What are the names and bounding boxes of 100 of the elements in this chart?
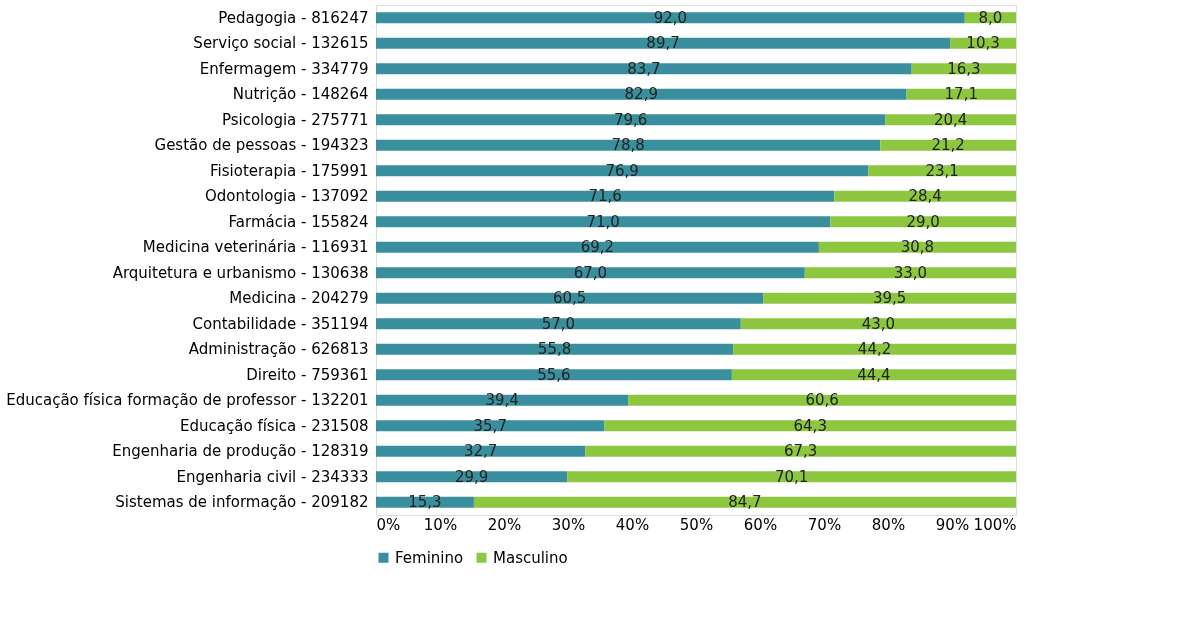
y-tick-label: Engenharia de produção - 128319 (112, 442, 369, 461)
y-tick-label: Engenharia civil - 234333 (176, 467, 369, 486)
data-label: 64,3 (793, 416, 827, 435)
data-label: 55,8 (537, 340, 572, 359)
bar (376, 12, 965, 24)
bar (567, 471, 1016, 483)
data-label: 15,3 (408, 493, 442, 512)
x-tick-label: 60% (743, 515, 778, 534)
data-label: 29,0 (906, 212, 940, 231)
data-label: 78,8 (611, 136, 645, 155)
bar (376, 318, 741, 330)
y-tick-label: Medicina - 204279 (229, 289, 369, 308)
data-label: 30,8 (900, 238, 935, 257)
data-label: 89,7 (646, 34, 680, 53)
bar (376, 471, 568, 483)
x-tick-label: 30% (551, 515, 586, 534)
data-label: 32,7 (463, 442, 498, 461)
data-label: 35,7 (473, 416, 507, 435)
x-tick-label: 100% (973, 515, 1017, 534)
y-tick-label: Fisioterapia - 175991 (210, 161, 369, 180)
x-tick-label: 40% (615, 515, 650, 534)
data-label: 60,6 (805, 391, 839, 410)
data-label: 44,2 (857, 340, 892, 359)
bar (376, 88, 907, 100)
y-tick-label: Arquitetura e urbanismo - 130638 (112, 263, 369, 282)
y-tick-label: Medicina veterinária - 116931 (142, 238, 369, 257)
bar (818, 241, 1016, 253)
bar (868, 165, 1016, 177)
data-label: 67,3 (783, 442, 818, 461)
data-label: 10,3 (966, 34, 1000, 53)
data-label: 28,4 (908, 187, 942, 206)
data-label: 71,6 (588, 187, 622, 206)
bar (376, 369, 732, 381)
data-label: 33,0 (893, 263, 928, 282)
bar (804, 267, 1016, 279)
data-label: 76,9 (605, 161, 639, 180)
bar (376, 241, 819, 253)
bar (585, 445, 1016, 457)
y-tick-label: Serviço social - 132615 (193, 34, 369, 53)
data-label: 39,4 (485, 391, 519, 410)
data-label: 17,1 (944, 85, 978, 104)
bar (376, 420, 605, 432)
bar (376, 267, 805, 279)
y-tick-label: Gestão de pessoas - 194323 (154, 136, 369, 155)
data-label: 92,0 (653, 8, 688, 27)
y-tick-label: Educação física - 231508 (180, 416, 369, 435)
bar (763, 292, 1016, 304)
bar (376, 63, 912, 75)
y-tick-label: Psicologia - 275771 (221, 110, 369, 129)
data-label: 29,9 (454, 467, 489, 486)
x-tick-label: 20% (487, 515, 522, 534)
data-label: 67,0 (573, 263, 608, 282)
bar (376, 37, 951, 49)
x-tick-label: 70% (807, 515, 842, 534)
data-label: 69,2 (580, 238, 615, 257)
y-tick-label: Direito - 759361 (246, 365, 369, 384)
y-tick-label: Administração - 626813 (188, 340, 369, 359)
bar (906, 88, 1016, 100)
data-label: 55,6 (537, 365, 571, 384)
y-tick-label: Educação física formação de professor - 132201 (6, 391, 369, 410)
bar (376, 139, 881, 151)
bar (376, 190, 835, 202)
bar (880, 139, 1016, 151)
data-label: 43,0 (861, 314, 896, 333)
bar (376, 114, 886, 126)
bar (376, 445, 586, 457)
legend-label: Feminino (395, 548, 464, 567)
data-label: 16,3 (947, 59, 981, 78)
legend-label: Masculino (493, 548, 568, 567)
data-label: 8,0 (978, 8, 1003, 27)
x-tick-label: 80% (871, 515, 906, 534)
y-tick-label: Contabilidade - 351194 (192, 314, 369, 333)
bar (376, 343, 734, 355)
y-tick-label: Pedagogia - 816247 (218, 8, 369, 27)
bar (376, 165, 869, 177)
data-label: 71,0 (586, 212, 620, 231)
y-tick-label: Sistemas de informação - 209182 (115, 493, 369, 512)
bar (376, 292, 764, 304)
data-label: 70,1 (774, 467, 809, 486)
data-label: 57,0 (541, 314, 576, 333)
bar (830, 216, 1016, 228)
data-label: 82,9 (624, 85, 658, 104)
y-tick-label: Odontologia - 137092 (204, 187, 369, 206)
y-tick-label: Enfermagem - 334779 (199, 59, 369, 78)
data-label: 23,1 (925, 161, 959, 180)
x-tick-label: 10% (423, 515, 458, 534)
y-tick-label: Nutrição - 148264 (232, 85, 369, 104)
bar (376, 216, 831, 228)
bar (740, 318, 1016, 330)
bar (376, 394, 629, 406)
bar (731, 369, 1016, 381)
bar (733, 343, 1016, 355)
bar (473, 496, 1016, 508)
bar (628, 394, 1016, 406)
data-label: 84,7 (728, 493, 762, 512)
data-label: 21,2 (931, 136, 965, 155)
y-tick-label: Farmácia - 155824 (228, 212, 369, 231)
data-label: 83,7 (627, 59, 661, 78)
data-label: 60,5 (552, 289, 587, 308)
bar (604, 420, 1016, 432)
